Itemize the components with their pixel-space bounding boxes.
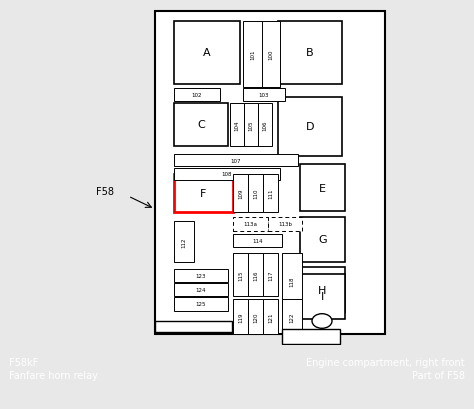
Text: 115: 115 xyxy=(238,270,243,280)
Text: F58kF
Fanfare horn relay: F58kF Fanfare horn relay xyxy=(9,357,99,380)
Bar xyxy=(174,221,194,262)
Text: 113a: 113a xyxy=(244,222,257,227)
Bar xyxy=(258,104,272,147)
Text: 100: 100 xyxy=(268,49,273,60)
Text: Engine compartment, right front
Part of F58: Engine compartment, right front Part of … xyxy=(306,357,465,380)
Text: 106: 106 xyxy=(263,120,267,130)
Bar xyxy=(282,329,340,344)
Bar xyxy=(174,89,220,102)
Bar xyxy=(261,22,280,88)
Text: C: C xyxy=(197,120,205,130)
Bar xyxy=(233,299,248,334)
Text: 119: 119 xyxy=(238,312,243,322)
Text: 124: 124 xyxy=(196,287,206,292)
Text: F58: F58 xyxy=(96,187,114,196)
Text: 117: 117 xyxy=(268,270,273,280)
Bar xyxy=(155,321,232,332)
Bar xyxy=(300,218,345,262)
Bar xyxy=(174,270,228,282)
Bar xyxy=(248,175,263,213)
Bar xyxy=(268,218,302,231)
Bar xyxy=(282,254,302,309)
Text: B: B xyxy=(306,48,314,58)
Bar xyxy=(174,104,228,147)
Text: 118: 118 xyxy=(290,276,294,287)
Bar xyxy=(174,283,228,296)
Text: F: F xyxy=(201,189,207,198)
Text: 101: 101 xyxy=(250,49,255,60)
Bar xyxy=(282,299,302,334)
Bar xyxy=(174,155,298,166)
Bar xyxy=(300,164,345,211)
Text: D: D xyxy=(306,122,314,132)
Bar xyxy=(248,299,263,334)
Bar xyxy=(263,299,278,334)
Bar xyxy=(230,104,244,147)
Bar xyxy=(155,12,385,334)
Text: 105: 105 xyxy=(248,120,254,130)
Text: 113b: 113b xyxy=(278,222,292,227)
Text: 121: 121 xyxy=(268,312,273,322)
Text: 114: 114 xyxy=(252,238,263,243)
Text: 108: 108 xyxy=(222,172,232,177)
Bar xyxy=(174,22,240,85)
Text: 125: 125 xyxy=(196,302,206,307)
Bar xyxy=(263,254,278,296)
Bar xyxy=(248,254,263,296)
Bar xyxy=(278,98,342,157)
Bar xyxy=(244,104,258,147)
Text: 120: 120 xyxy=(253,312,258,322)
Text: H: H xyxy=(319,285,327,295)
Text: 122: 122 xyxy=(290,312,294,322)
Text: 123: 123 xyxy=(196,273,206,278)
Bar xyxy=(278,22,342,85)
Bar xyxy=(233,254,248,296)
Bar xyxy=(300,274,345,319)
Text: A: A xyxy=(203,48,211,58)
Bar xyxy=(233,218,268,231)
Bar xyxy=(243,89,285,102)
Bar xyxy=(300,267,345,312)
Bar xyxy=(174,175,233,213)
Text: 102: 102 xyxy=(192,93,202,98)
Bar xyxy=(263,175,278,213)
Text: 112: 112 xyxy=(182,237,186,247)
Text: 116: 116 xyxy=(253,270,258,280)
Text: 110: 110 xyxy=(253,188,258,199)
Text: G: G xyxy=(318,235,327,245)
Text: 107: 107 xyxy=(231,158,241,163)
Bar xyxy=(174,297,228,311)
Bar xyxy=(174,169,280,180)
Bar xyxy=(233,234,282,247)
Text: 104: 104 xyxy=(235,120,239,130)
Bar xyxy=(243,22,262,88)
Bar xyxy=(233,175,248,213)
Circle shape xyxy=(312,314,332,328)
Text: 109: 109 xyxy=(238,188,243,199)
Text: I: I xyxy=(321,292,324,302)
Text: 103: 103 xyxy=(259,93,269,98)
Text: E: E xyxy=(319,183,326,193)
Text: 111: 111 xyxy=(268,188,273,199)
